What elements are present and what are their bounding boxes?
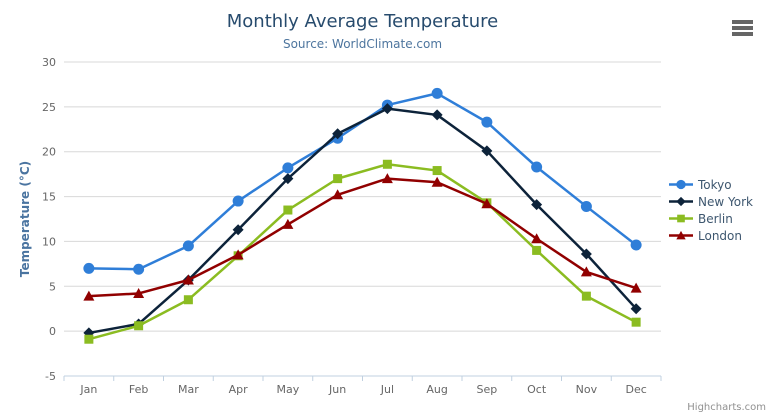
marker-berlin[interactable] bbox=[631, 317, 641, 327]
marker-new-york[interactable] bbox=[381, 103, 393, 115]
hamburger-bar bbox=[732, 26, 753, 30]
marker-london-legend bbox=[676, 230, 686, 240]
marker-tokyo-legend bbox=[676, 179, 686, 190]
highcharts-credit[interactable]: Highcharts.com bbox=[687, 402, 766, 413]
series-line-new-york[interactable] bbox=[87, 107, 638, 335]
marker-london[interactable] bbox=[83, 290, 95, 301]
legend-label: Berlin bbox=[698, 211, 733, 226]
marker-new-york[interactable] bbox=[481, 145, 493, 157]
series-line-london[interactable] bbox=[87, 177, 638, 298]
hamburger-icon[interactable] bbox=[732, 20, 754, 36]
legend-marker-berlin-icon bbox=[669, 214, 693, 223]
marker-berlin[interactable] bbox=[134, 321, 144, 331]
series-line-tokyo[interactable] bbox=[87, 92, 638, 271]
series-line-berlin[interactable] bbox=[87, 163, 638, 341]
marker-new-york[interactable] bbox=[431, 109, 443, 121]
marker-berlin[interactable] bbox=[84, 334, 94, 344]
marker-london[interactable] bbox=[182, 274, 194, 285]
marker-tokyo[interactable] bbox=[83, 262, 95, 274]
legend-item-london[interactable]: London bbox=[669, 227, 753, 244]
marker-london[interactable] bbox=[431, 176, 443, 187]
marker-new-york[interactable] bbox=[232, 224, 244, 236]
chart-title: Monthly Average Temperature bbox=[226, 11, 499, 32]
x-axis-tick-label: Dec bbox=[625, 383, 646, 396]
marker-new-york[interactable] bbox=[580, 248, 592, 260]
marker-london[interactable] bbox=[232, 249, 244, 260]
chart-subtitle: Source: WorldClimate.com bbox=[282, 37, 443, 51]
legend-marker-tokyo-icon bbox=[669, 179, 693, 190]
hamburger-bar bbox=[732, 20, 753, 24]
x-axis-tick-label: Sep bbox=[477, 383, 498, 396]
marker-tokyo[interactable] bbox=[232, 195, 244, 207]
legend: Tokyo New York Berlin London bbox=[669, 176, 753, 244]
marker-new-york[interactable] bbox=[282, 173, 294, 185]
marker-berlin[interactable] bbox=[333, 174, 343, 184]
marker-london[interactable] bbox=[580, 266, 592, 277]
x-axis-tick-label: Feb bbox=[129, 383, 148, 396]
x-axis-tick-label: Jul bbox=[380, 383, 394, 396]
marker-london[interactable] bbox=[332, 189, 344, 200]
y-axis-title: Temperature (°C) bbox=[18, 160, 32, 278]
marker-tokyo[interactable] bbox=[182, 240, 194, 252]
legend-marker-new-york-icon bbox=[669, 196, 693, 207]
x-axis-tick-label: Jan bbox=[79, 383, 97, 396]
marker-berlin[interactable] bbox=[532, 245, 542, 255]
legend-label: Tokyo bbox=[698, 177, 732, 192]
legend-label: New York bbox=[698, 194, 753, 209]
y-axis-tick-label: 20 bbox=[42, 146, 56, 159]
marker-berlin-legend bbox=[677, 214, 685, 223]
legend-marker-london-icon bbox=[669, 230, 693, 240]
marker-london[interactable] bbox=[531, 233, 543, 244]
y-axis-tick-label: 5 bbox=[49, 280, 56, 293]
hamburger-bar bbox=[732, 32, 753, 36]
legend-item-tokyo[interactable]: Tokyo bbox=[669, 176, 753, 193]
marker-london[interactable] bbox=[133, 287, 145, 298]
marker-tokyo[interactable] bbox=[580, 200, 592, 212]
marker-tokyo[interactable] bbox=[133, 263, 145, 275]
y-axis-tick-label: 0 bbox=[49, 325, 56, 338]
marker-tokyo[interactable] bbox=[431, 87, 443, 99]
x-axis-tick-label: Oct bbox=[527, 383, 547, 396]
marker-london[interactable] bbox=[282, 218, 294, 229]
marker-tokyo[interactable] bbox=[630, 239, 642, 251]
marker-new-york-legend bbox=[676, 196, 686, 207]
y-axis-tick-label: 10 bbox=[42, 235, 56, 248]
marker-tokyo[interactable] bbox=[481, 116, 493, 128]
y-axis-tick-label: -5 bbox=[45, 370, 56, 383]
y-axis-tick-label: 15 bbox=[42, 191, 56, 204]
marker-tokyo[interactable] bbox=[282, 162, 294, 174]
x-axis-tick-label: Nov bbox=[576, 383, 598, 396]
legend-item-new-york[interactable]: New York bbox=[669, 193, 753, 210]
x-axis-tick-label: May bbox=[277, 383, 300, 396]
x-axis-tick-label: Jun bbox=[328, 383, 346, 396]
marker-berlin[interactable] bbox=[183, 295, 193, 305]
y-axis-tick-label: 25 bbox=[42, 101, 56, 114]
marker-new-york[interactable] bbox=[630, 303, 642, 315]
legend-item-berlin[interactable]: Berlin bbox=[669, 210, 753, 227]
marker-berlin[interactable] bbox=[382, 159, 392, 169]
marker-berlin[interactable] bbox=[432, 166, 442, 176]
marker-new-york[interactable] bbox=[332, 128, 344, 140]
x-axis-tick-label: Mar bbox=[178, 383, 199, 396]
legend-label: London bbox=[698, 228, 742, 243]
marker-london[interactable] bbox=[630, 282, 642, 293]
x-axis-tick-label: Apr bbox=[229, 383, 249, 396]
marker-berlin[interactable] bbox=[581, 291, 591, 301]
marker-berlin[interactable] bbox=[283, 205, 293, 215]
marker-london[interactable] bbox=[381, 173, 393, 184]
marker-new-york[interactable] bbox=[531, 199, 543, 211]
x-axis-tick-label: Aug bbox=[426, 383, 447, 396]
y-axis-tick-label: 30 bbox=[42, 56, 56, 69]
marker-london[interactable] bbox=[481, 198, 493, 209]
marker-tokyo[interactable] bbox=[531, 161, 543, 173]
